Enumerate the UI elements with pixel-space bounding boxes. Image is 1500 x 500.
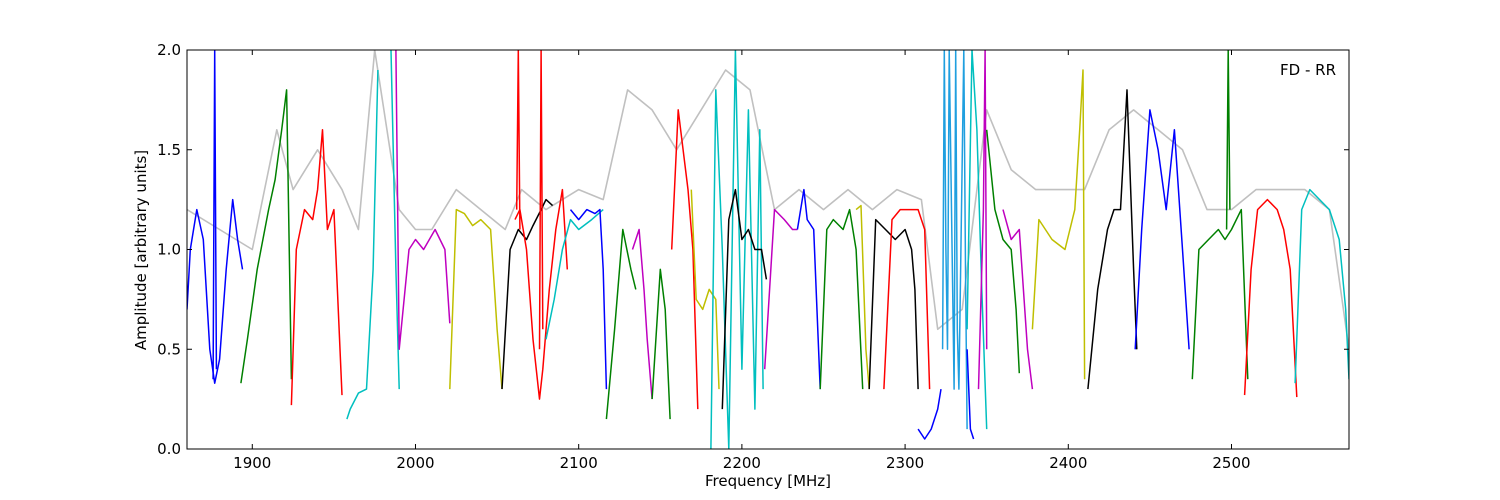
series-line-19-olive — [690, 189, 720, 390]
x-axis-ticks: 1900 2000 2100 2200 2300 2400 2500 — [233, 50, 1251, 472]
series-line-3-green — [240, 89, 293, 384]
y-tick-label-2: 1.0 — [157, 241, 181, 259]
series-line-24-green — [819, 208, 864, 390]
series-line-2-blue — [212, 50, 218, 380]
x-tick-label-6: 2500 — [1212, 454, 1250, 472]
series-line-14-blue — [569, 208, 608, 390]
y-tick-label-4: 2.0 — [157, 41, 181, 59]
x-axis-title: Frequency [MHz] — [705, 472, 831, 490]
series-line-37-blue — [1134, 109, 1190, 350]
series-line-5-cyan — [346, 69, 379, 420]
series-line-32-magenta — [977, 50, 988, 390]
x-tick-label-3: 2200 — [723, 454, 761, 472]
series-line-10-red — [514, 188, 569, 400]
series-line-27-red — [883, 208, 931, 390]
series-line-7-magenta — [395, 50, 451, 351]
series-line-31-blue — [966, 349, 975, 440]
y-axis-title: Amplitude [arbitrary units] — [132, 150, 150, 350]
series-line-1-blue — [187, 198, 244, 384]
series-line-22-magenta — [763, 208, 798, 370]
series-layer — [187, 50, 1349, 449]
series-line-28-blue — [917, 388, 942, 440]
series-line-16-magenta — [631, 228, 653, 400]
series-line-18-red — [670, 109, 699, 410]
series-line-39-green — [1225, 50, 1231, 230]
series-line-35-olive — [1031, 69, 1086, 380]
x-tick-label-1: 2000 — [396, 454, 434, 472]
series-line-40-red — [1243, 198, 1298, 398]
series-line-12-red — [538, 50, 544, 350]
series-line-26-black — [868, 218, 919, 390]
series-line-11-red — [515, 50, 521, 230]
series-line-9-black — [501, 198, 554, 390]
y-tick-label-3: 1.5 — [157, 141, 181, 159]
y-axis-ticks: 0.0 0.5 1.0 1.5 2.0 — [157, 41, 1349, 458]
series-line-33-green — [985, 129, 1021, 374]
series-line-17-green — [651, 268, 671, 420]
series-line-29-sky — [941, 50, 968, 430]
series-line-30-cyan — [966, 50, 988, 430]
x-tick-label-0: 1900 — [233, 454, 271, 472]
series-line-41-cyan — [1294, 188, 1349, 384]
series-line-36-black — [1087, 89, 1138, 390]
y-tick-label-0: 0.0 — [157, 440, 181, 458]
series-line-4-red — [290, 129, 343, 406]
series-line-6-cyan — [390, 50, 400, 390]
y-tick-label-1: 0.5 — [157, 340, 181, 358]
chart-annotation: FD - RR — [1280, 61, 1336, 79]
series-line-21-black — [721, 188, 768, 410]
x-tick-label-5: 2400 — [1049, 454, 1087, 472]
series-line-25-olive — [855, 204, 870, 390]
x-tick-label-4: 2300 — [886, 454, 924, 472]
series-line-23-blue — [796, 188, 821, 390]
series-line-34-magenta — [1002, 209, 1034, 390]
series-line-13-cyan — [545, 209, 604, 340]
series-line-8-olive — [449, 208, 503, 390]
plot-frame — [186, 49, 1350, 450]
series-line-38-green — [1191, 208, 1249, 380]
series-line-15-green — [605, 228, 637, 420]
x-tick-label-2: 2100 — [560, 454, 598, 472]
